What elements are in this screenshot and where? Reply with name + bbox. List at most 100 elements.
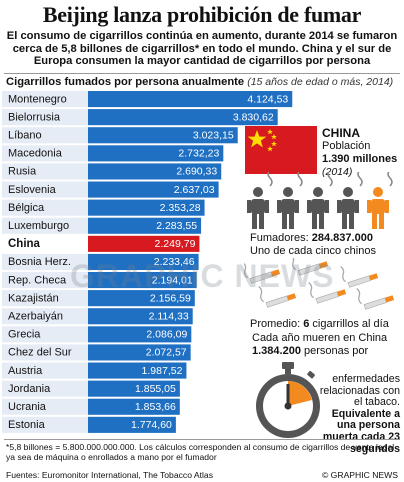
person-icon bbox=[277, 172, 303, 229]
smokers-label: Fumadores: bbox=[250, 232, 309, 244]
person-icon bbox=[337, 172, 363, 229]
person-icon bbox=[307, 172, 333, 229]
person-icon bbox=[247, 172, 273, 229]
value-label: 2.249,79 bbox=[155, 238, 196, 250]
bar bbox=[88, 253, 199, 270]
chart-title: Cigarrillos fumados por persona anualmen… bbox=[6, 76, 245, 88]
category-label: Jordania bbox=[8, 383, 51, 395]
value-label: 2.156,59 bbox=[150, 292, 191, 304]
deaths-intro-text: Cada año mueren en China bbox=[252, 332, 388, 344]
value-label: 2.233,46 bbox=[154, 256, 195, 268]
category-label: Estonia bbox=[8, 419, 46, 431]
cigarette-icons bbox=[244, 258, 395, 310]
label-background bbox=[2, 290, 88, 307]
label-background bbox=[2, 199, 88, 216]
average-value: 6 bbox=[303, 318, 310, 330]
bar bbox=[88, 290, 195, 307]
bar bbox=[88, 199, 205, 216]
category-label: Bielorrusia bbox=[8, 111, 61, 123]
label-background bbox=[2, 272, 88, 289]
value-label: 2.072,57 bbox=[146, 347, 187, 359]
value-label: 2.690,33 bbox=[176, 166, 217, 178]
label-background bbox=[2, 362, 88, 379]
stopwatch-icon bbox=[256, 362, 320, 438]
cigarette-icon bbox=[340, 266, 379, 288]
bar bbox=[88, 416, 176, 433]
category-label: Líbano bbox=[8, 130, 42, 142]
deaths-detail-1: enfermedades relacionadas con el tabaco. bbox=[319, 373, 400, 409]
value-label: 2.086,09 bbox=[146, 329, 187, 341]
bar bbox=[88, 308, 193, 325]
cigarette-icon bbox=[308, 282, 347, 304]
bar bbox=[88, 380, 180, 397]
bar bbox=[88, 163, 222, 180]
value-label: 1.774,60 bbox=[131, 419, 172, 431]
sources: Fuentes: Euromonitor International, The … bbox=[6, 470, 214, 480]
value-label: 2.114,33 bbox=[149, 311, 189, 323]
value-label: 1.987,52 bbox=[142, 365, 183, 377]
china-flag bbox=[245, 126, 317, 174]
deaths-detail: enfermedades relacionadas con el tabaco.… bbox=[316, 373, 400, 455]
chart-note: (15 años de edad o más, 2014) bbox=[247, 76, 394, 88]
value-label: 2.637,03 bbox=[174, 184, 215, 196]
cigarette-icon bbox=[290, 258, 329, 276]
value-label: 2.283,55 bbox=[156, 220, 197, 232]
category-label: China bbox=[8, 238, 41, 250]
people-icons bbox=[247, 172, 393, 229]
bar bbox=[88, 181, 219, 198]
label-background bbox=[2, 181, 88, 198]
category-label: Bélgica bbox=[8, 202, 45, 214]
label-background bbox=[2, 91, 88, 108]
bar bbox=[88, 91, 293, 108]
category-label: Kazajistán bbox=[8, 292, 59, 304]
page-title: Beijing lanza prohibición de fumar bbox=[42, 2, 362, 27]
divider-bottom bbox=[4, 439, 400, 440]
label-background bbox=[2, 344, 88, 361]
average-line: Promedio: 6 cigarrillos al día bbox=[250, 318, 389, 330]
value-label: 1.853,66 bbox=[135, 401, 176, 413]
smokers-value: 284.837.000 bbox=[311, 232, 373, 244]
value-label: 1.855,05 bbox=[135, 383, 176, 395]
deaths-value: 1.384.200 bbox=[252, 344, 301, 357]
label-background bbox=[2, 235, 88, 252]
chart-heading: Cigarrillos fumados por persona anualmen… bbox=[6, 76, 404, 88]
value-label: 3.023,15 bbox=[193, 130, 234, 142]
label-background bbox=[2, 109, 88, 126]
bar bbox=[88, 398, 180, 415]
bar bbox=[88, 127, 238, 144]
deaths-suffix: personas por bbox=[304, 344, 369, 357]
label-background bbox=[2, 308, 88, 325]
bar bbox=[88, 109, 278, 126]
footnote: *5,8 billones = 5.800.000.000.000. Los c… bbox=[6, 442, 395, 462]
deaths-intro: Cada año mueren en China 1.384.200 perso… bbox=[252, 332, 404, 357]
bar bbox=[88, 362, 187, 379]
label-background bbox=[2, 253, 88, 270]
value-label: 4.124,53 bbox=[247, 93, 288, 105]
cigarette-icon bbox=[258, 286, 297, 308]
category-label: Montenegro bbox=[8, 93, 67, 105]
category-label: Grecia bbox=[8, 329, 41, 341]
divider bbox=[4, 73, 400, 74]
label-background bbox=[2, 326, 88, 343]
label-background bbox=[2, 163, 88, 180]
label-background bbox=[2, 145, 88, 162]
bar bbox=[88, 235, 200, 252]
bar bbox=[88, 145, 224, 162]
smokers-line: Fumadores: 284.837.000 bbox=[250, 232, 373, 244]
category-label: Luxemburgo bbox=[8, 220, 69, 232]
value-label: 2.732,23 bbox=[178, 148, 219, 160]
cigarette-icon bbox=[356, 288, 395, 310]
category-label: Macedonia bbox=[8, 148, 63, 160]
deaths-detail-2: Equivalente a una persona muerta cada 23… bbox=[322, 407, 400, 455]
label-background bbox=[2, 127, 88, 144]
category-label: Ucrania bbox=[8, 401, 47, 413]
bar bbox=[88, 326, 192, 343]
label-background bbox=[2, 380, 88, 397]
category-label: Azerbaiyán bbox=[8, 311, 63, 323]
cigarette-icon bbox=[244, 262, 281, 284]
value-label: 2.353,28 bbox=[160, 202, 201, 214]
label-background bbox=[2, 217, 88, 234]
average-suffix: cigarrillos al día bbox=[312, 318, 389, 330]
category-label: Rusia bbox=[8, 166, 37, 178]
population-year: (2014) bbox=[322, 166, 353, 178]
